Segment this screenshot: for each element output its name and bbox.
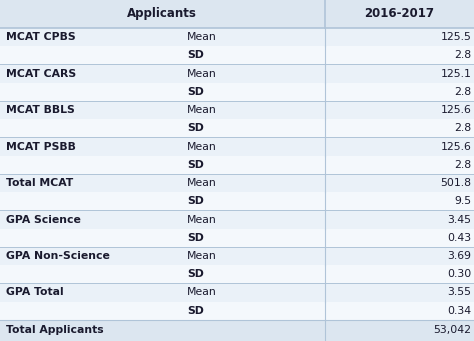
- Bar: [325, 83, 474, 101]
- Text: 2.8: 2.8: [455, 87, 472, 97]
- Text: MCAT CARS: MCAT CARS: [6, 69, 76, 78]
- Bar: [0, 83, 325, 101]
- Bar: [0, 192, 325, 210]
- Text: SD: SD: [187, 87, 204, 97]
- Bar: [325, 46, 474, 64]
- Bar: [0, 155, 325, 174]
- Bar: [0, 283, 325, 302]
- Text: Mean: Mean: [187, 32, 217, 42]
- Bar: [325, 137, 474, 155]
- Bar: [325, 247, 474, 265]
- Text: 3.55: 3.55: [447, 287, 472, 297]
- Text: 53,042: 53,042: [434, 325, 472, 336]
- Text: 125.6: 125.6: [441, 105, 472, 115]
- Bar: [325, 0, 474, 28]
- Text: Mean: Mean: [187, 287, 217, 297]
- Bar: [325, 192, 474, 210]
- Text: Mean: Mean: [187, 251, 217, 261]
- Text: Total Applicants: Total Applicants: [6, 325, 103, 336]
- Text: 0.43: 0.43: [447, 233, 472, 243]
- Bar: [325, 174, 474, 192]
- Bar: [0, 265, 325, 283]
- Bar: [325, 228, 474, 247]
- Text: Mean: Mean: [187, 105, 217, 115]
- Text: MCAT BBLS: MCAT BBLS: [6, 105, 74, 115]
- Text: SD: SD: [187, 269, 204, 279]
- Bar: [325, 320, 474, 341]
- Bar: [0, 302, 325, 320]
- Text: GPA Total: GPA Total: [6, 287, 64, 297]
- Text: 125.1: 125.1: [441, 69, 472, 78]
- Bar: [0, 228, 325, 247]
- Text: SD: SD: [187, 123, 204, 133]
- Text: Mean: Mean: [187, 69, 217, 78]
- Bar: [325, 210, 474, 228]
- Text: SD: SD: [187, 196, 204, 206]
- Text: 125.5: 125.5: [441, 32, 472, 42]
- Bar: [0, 247, 325, 265]
- Bar: [325, 28, 474, 46]
- Bar: [325, 119, 474, 137]
- Text: Mean: Mean: [187, 178, 217, 188]
- Bar: [0, 101, 325, 119]
- Text: 3.69: 3.69: [447, 251, 472, 261]
- Bar: [0, 119, 325, 137]
- Bar: [0, 64, 325, 83]
- Bar: [0, 0, 325, 28]
- Bar: [0, 46, 325, 64]
- Text: MCAT CPBS: MCAT CPBS: [6, 32, 75, 42]
- Bar: [325, 64, 474, 83]
- Text: Total MCAT: Total MCAT: [6, 178, 73, 188]
- Bar: [0, 210, 325, 228]
- Text: 3.45: 3.45: [447, 214, 472, 224]
- Text: SD: SD: [187, 160, 204, 170]
- Text: 9.5: 9.5: [455, 196, 472, 206]
- Text: 125.6: 125.6: [441, 142, 472, 151]
- Text: Mean: Mean: [187, 142, 217, 151]
- Bar: [0, 28, 325, 46]
- Text: 0.30: 0.30: [447, 269, 472, 279]
- Text: 2016-2017: 2016-2017: [365, 8, 434, 20]
- Text: 0.34: 0.34: [447, 306, 472, 316]
- Text: SD: SD: [187, 306, 204, 316]
- Bar: [325, 283, 474, 302]
- Text: MCAT PSBB: MCAT PSBB: [6, 142, 75, 151]
- Bar: [0, 320, 325, 341]
- Text: Mean: Mean: [187, 214, 217, 224]
- Bar: [325, 265, 474, 283]
- Bar: [0, 137, 325, 155]
- Text: GPA Science: GPA Science: [6, 214, 81, 224]
- Text: Applicants: Applicants: [128, 8, 197, 20]
- Text: 501.8: 501.8: [441, 178, 472, 188]
- Bar: [325, 302, 474, 320]
- Text: SD: SD: [187, 233, 204, 243]
- Bar: [325, 155, 474, 174]
- Bar: [0, 174, 325, 192]
- Text: 2.8: 2.8: [455, 50, 472, 60]
- Bar: [325, 101, 474, 119]
- Text: GPA Non-Science: GPA Non-Science: [6, 251, 109, 261]
- Text: 2.8: 2.8: [455, 123, 472, 133]
- Text: SD: SD: [187, 50, 204, 60]
- Text: 2.8: 2.8: [455, 160, 472, 170]
